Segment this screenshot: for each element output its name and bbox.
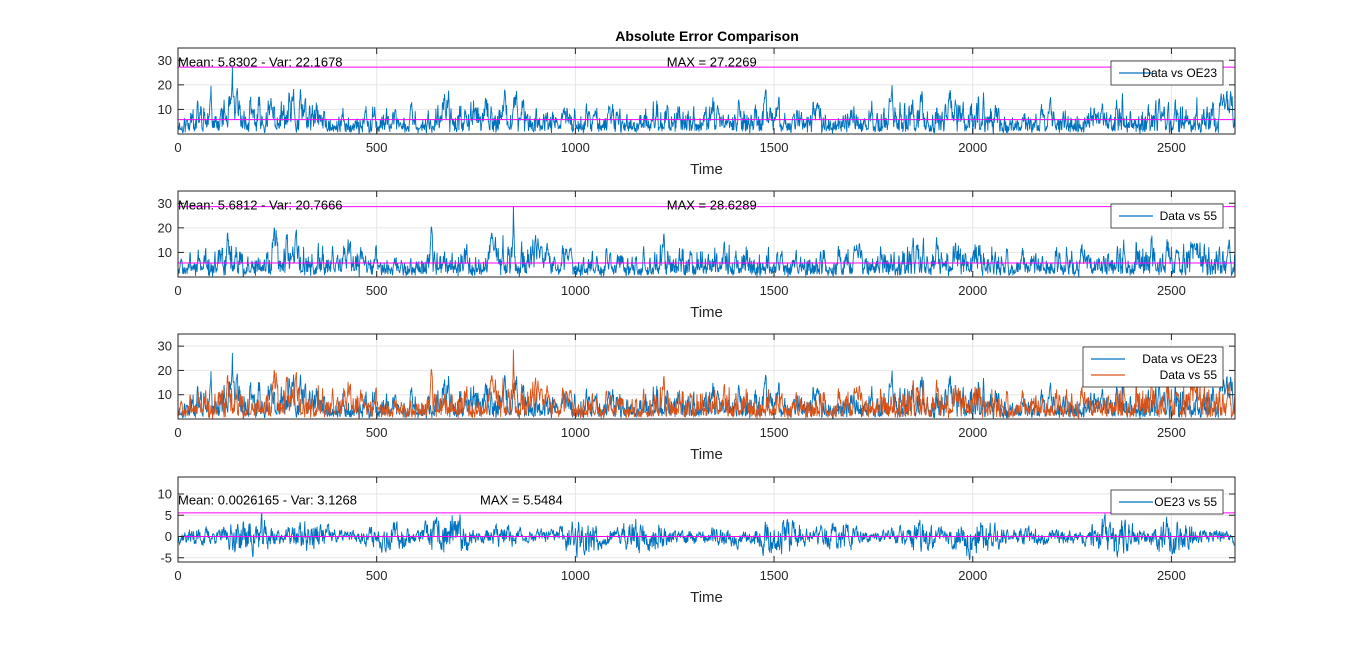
x-tick-label: 2500 [1157, 283, 1186, 298]
legend-label: OE23 vs 55 [1154, 495, 1217, 509]
y-tick-label: 0 [165, 529, 172, 544]
x-tick-label: 500 [366, 425, 388, 440]
axes-frame [177, 47, 1236, 135]
legend-box [1082, 346, 1224, 388]
x-axis-label: Time [690, 589, 723, 606]
series-line-1 [177, 67, 1236, 135]
legend: Data vs OE23 [1110, 60, 1224, 86]
x-tick-label: 2000 [958, 140, 987, 155]
y-tick-label: 20 [158, 220, 172, 235]
legend: OE23 vs 55 [1110, 489, 1224, 515]
x-tick-label: 2000 [958, 283, 987, 298]
y-tick-label: 5 [165, 508, 172, 523]
legend: Data vs 55 [1110, 203, 1224, 229]
legend: Data vs OE23 Data vs 55 [1082, 346, 1224, 388]
x-axis-label: Time [690, 446, 723, 463]
legend-label: Data vs OE23 [1142, 66, 1217, 80]
x-tick-label: 2000 [958, 568, 987, 583]
annotation-text: MAX = 27.2269 [667, 55, 757, 70]
y-tick-label: 30 [158, 339, 172, 354]
annotation-text: Mean: 5.8302 - Var: 22.1678 [178, 55, 343, 70]
x-tick-label: 0 [174, 140, 181, 155]
x-tick-label: 2500 [1157, 568, 1186, 583]
y-tick-label: 10 [158, 487, 172, 502]
annotation-text: MAX = 5.5484 [480, 492, 563, 507]
subplot-1: 0 500 1000 1500 2000 2500 10 20 30 Time Mean: 5.83… [158, 47, 1236, 178]
y-tick-label: 10 [158, 245, 172, 260]
legend-box [1110, 203, 1224, 229]
x-tick-label: 1000 [561, 140, 590, 155]
axes-frame [177, 190, 1236, 278]
x-axis-label: Time [690, 304, 723, 321]
axes-frame [177, 476, 1236, 563]
subplot-3: 0 500 1000 1500 2000 2500 10 20 30 Time Data vs OE… [158, 333, 1236, 463]
y-tick-label: -5 [160, 550, 172, 565]
x-tick-label: 1500 [760, 140, 789, 155]
x-tick-label: 0 [174, 568, 181, 583]
legend-label: Data vs OE23 [1142, 352, 1217, 366]
series-line-1 [177, 352, 1236, 420]
x-tick-label: 1500 [760, 283, 789, 298]
x-tick-label: 500 [366, 140, 388, 155]
x-tick-label: 0 [174, 283, 181, 298]
x-tick-label: 1000 [561, 425, 590, 440]
y-tick-label: 20 [158, 77, 172, 92]
legend-label: Data vs 55 [1160, 368, 1218, 382]
x-tick-label: 500 [366, 568, 388, 583]
figure-title: Absolute Error Comparison [615, 28, 799, 44]
axes-frame [177, 333, 1236, 420]
annotation-text: Mean: 0.0026165 - Var: 3.1268 [178, 492, 357, 507]
series-line-2 [177, 349, 1236, 420]
x-tick-label: 1500 [760, 425, 789, 440]
x-tick-label: 0 [174, 425, 181, 440]
x-tick-label: 1000 [561, 283, 590, 298]
x-tick-label: 1500 [760, 568, 789, 583]
y-tick-label: 30 [158, 196, 172, 211]
annotation-text: MAX = 28.6289 [667, 198, 757, 213]
plot-area [178, 477, 1235, 562]
y-tick-label: 10 [158, 387, 172, 402]
x-tick-label: 1000 [561, 568, 590, 583]
x-tick-label: 2500 [1157, 140, 1186, 155]
annotation-text: Mean: 5.6812 - Var: 20.7666 [178, 198, 343, 213]
x-tick-label: 2000 [958, 425, 987, 440]
subplot-2: 0 500 1000 1500 2000 2500 10 20 30 Time Mean: 5.68… [158, 190, 1236, 321]
y-tick-label: 30 [158, 53, 172, 68]
x-axis-label: Time [690, 161, 723, 178]
x-tick-label: 500 [366, 283, 388, 298]
y-tick-label: 10 [158, 102, 172, 117]
legend-label: Data vs 55 [1160, 209, 1218, 223]
x-tick-label: 2500 [1157, 425, 1186, 440]
y-tick-label: 20 [158, 363, 172, 378]
